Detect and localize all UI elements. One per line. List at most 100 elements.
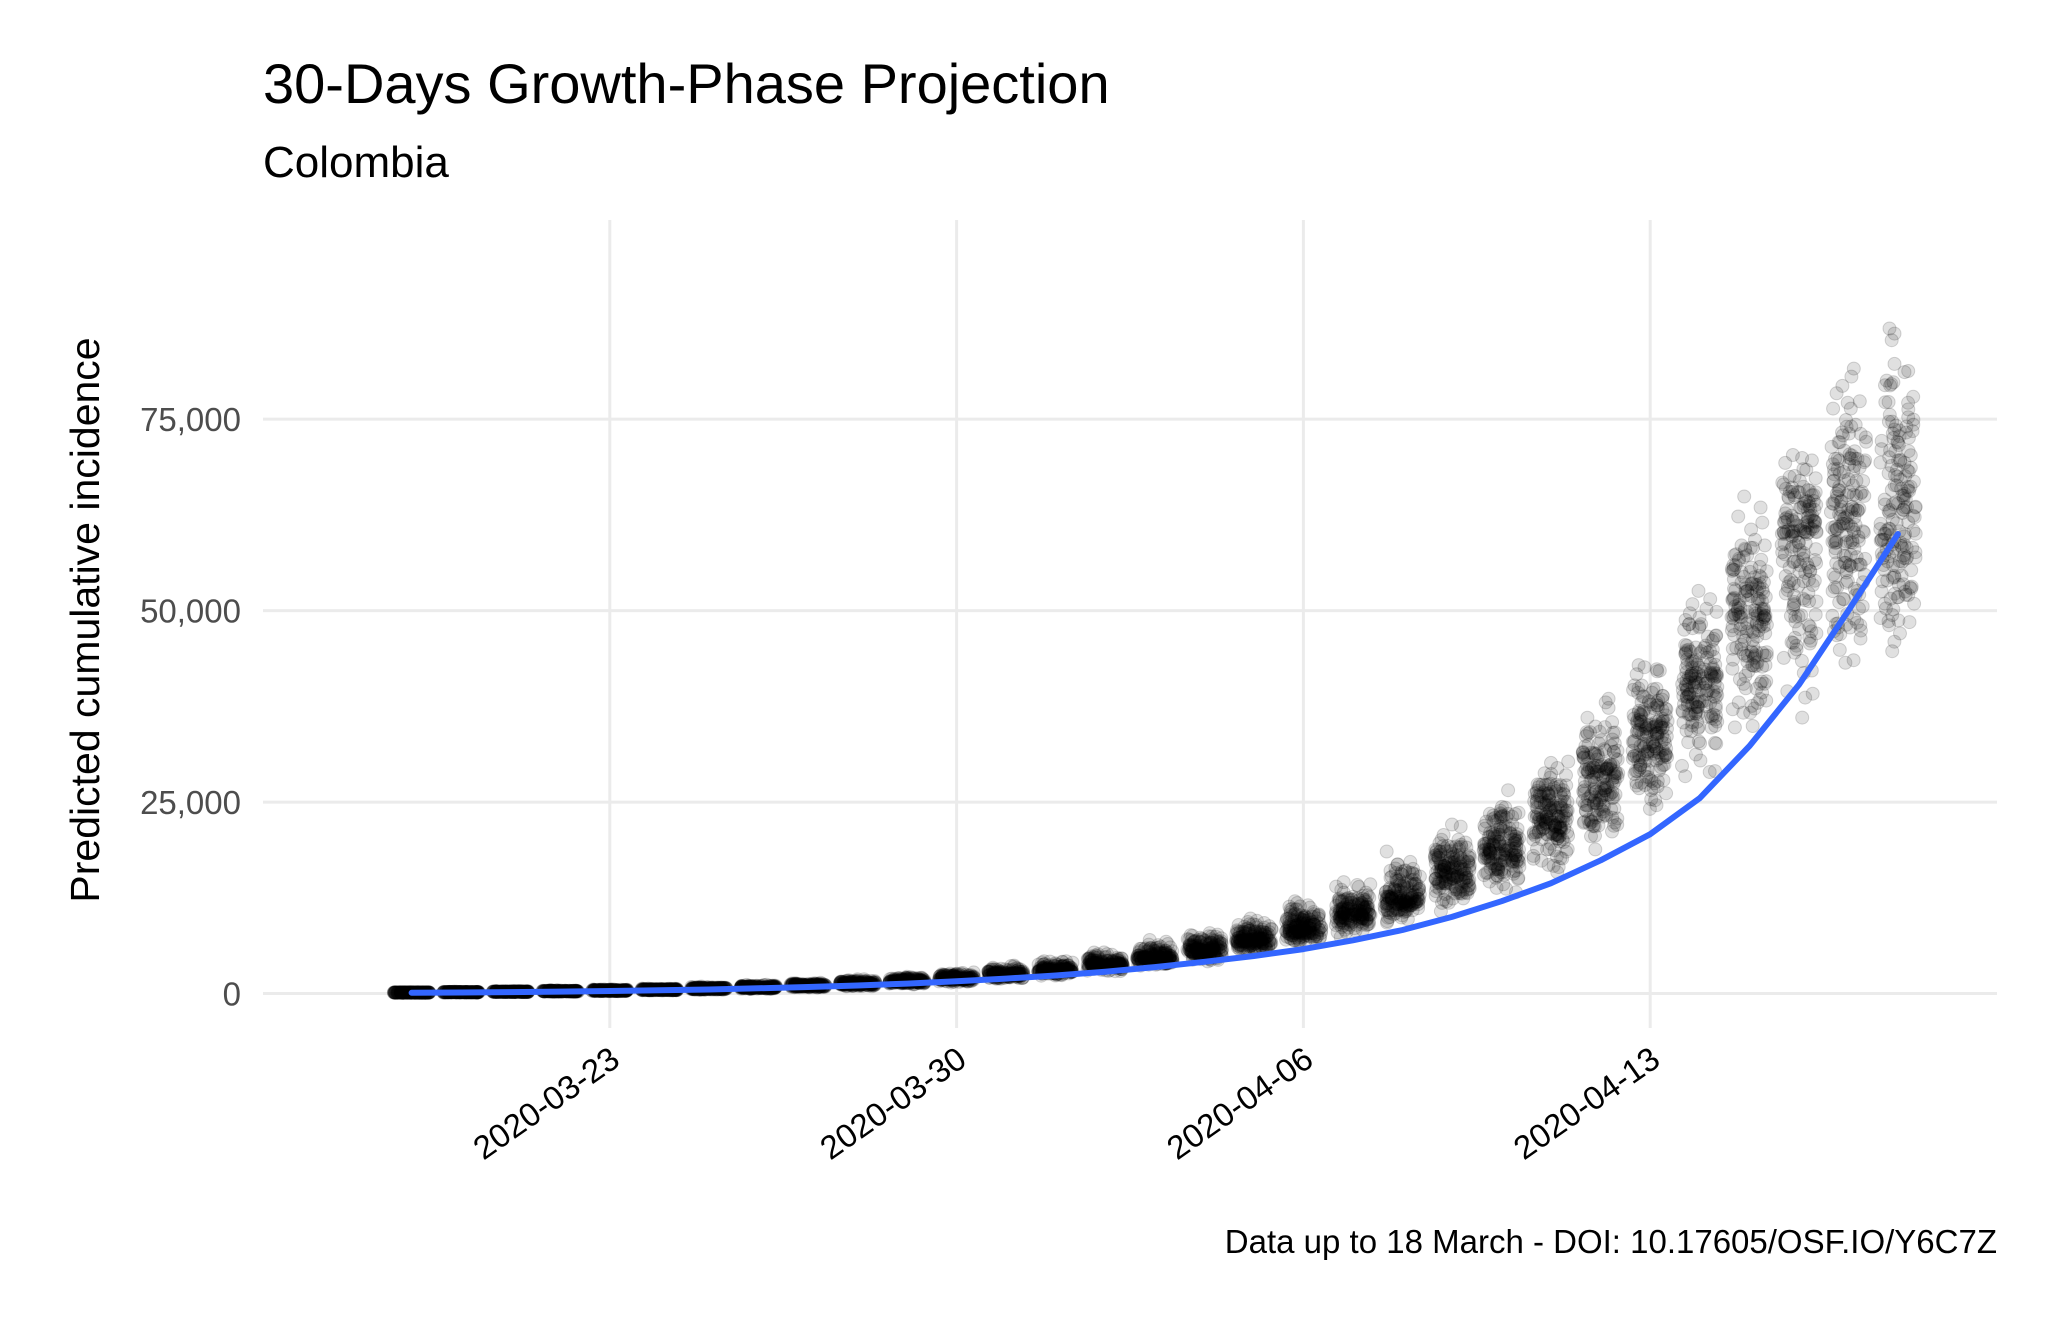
data-point (1603, 757, 1618, 772)
data-point (1752, 568, 1767, 583)
data-point (1759, 648, 1774, 663)
data-point (1757, 676, 1772, 691)
data-point (1678, 613, 1693, 627)
data-point (1494, 809, 1509, 824)
data-point (1285, 908, 1300, 923)
data-point (1532, 824, 1546, 839)
data-point (394, 985, 409, 1000)
data-point (1164, 948, 1179, 963)
data-point (1634, 775, 1649, 790)
data-point (1702, 765, 1717, 779)
data-point (1787, 597, 1802, 611)
data-point (1550, 831, 1565, 846)
data-point (1737, 489, 1752, 504)
data-point (1684, 656, 1699, 671)
data-point (1483, 825, 1498, 840)
data-point (1795, 710, 1810, 725)
data-point (1746, 658, 1761, 673)
data-point (1750, 629, 1765, 644)
data-point (1808, 607, 1823, 622)
data-point (390, 985, 405, 1000)
data-point (1699, 601, 1714, 616)
data-point (393, 985, 408, 1000)
data-point (1731, 509, 1746, 524)
data-point (1809, 556, 1824, 571)
data-point (1510, 833, 1525, 848)
data-point (1195, 932, 1210, 947)
data-point (1775, 475, 1790, 490)
data-point (388, 985, 403, 1000)
data-point (1606, 777, 1621, 792)
data-point (1789, 642, 1804, 657)
data-point (387, 985, 402, 1000)
data-point (1490, 869, 1505, 884)
data-point (1688, 640, 1703, 655)
data-point (1780, 579, 1795, 594)
data-point (1200, 945, 1215, 960)
data-point (1734, 637, 1749, 652)
data-point (1403, 876, 1418, 891)
data-point (1445, 817, 1459, 832)
data-point (1709, 736, 1724, 751)
data-point (1642, 753, 1657, 768)
data-point (1263, 933, 1278, 948)
data-point (394, 985, 409, 1000)
data-point (1805, 508, 1820, 523)
data-point (392, 985, 407, 1000)
data-point (1543, 770, 1558, 785)
data-point (1441, 895, 1456, 910)
data-point (1730, 604, 1745, 618)
data-point (1808, 542, 1823, 557)
data-point (1832, 642, 1847, 657)
data-point (1332, 910, 1347, 925)
data-point (1629, 667, 1644, 682)
data-point (387, 985, 402, 1000)
data-point (1703, 695, 1718, 710)
data-point (1082, 957, 1097, 972)
data-point (1802, 594, 1817, 609)
data-point (394, 985, 408, 1000)
data-point (1688, 747, 1703, 762)
data-point (1732, 672, 1747, 687)
data-point (1392, 896, 1407, 911)
data-point (1631, 716, 1645, 731)
data-point (386, 985, 401, 1000)
data-point (1694, 617, 1709, 632)
data-point (388, 985, 403, 1000)
data-point (1675, 758, 1689, 773)
data-point (1639, 736, 1654, 751)
data-point (1786, 514, 1801, 529)
data-point (1339, 925, 1354, 940)
data-point (1428, 852, 1443, 867)
data-point (1627, 748, 1642, 763)
data-point (1498, 850, 1513, 865)
data-point (1755, 515, 1770, 530)
data-point (1745, 719, 1760, 733)
data-point (395, 985, 410, 1000)
data-point (1430, 875, 1445, 890)
data-point (389, 985, 404, 1000)
data-point (1487, 838, 1501, 853)
data-point (1757, 538, 1772, 553)
data-point (394, 985, 409, 1000)
data-point (389, 985, 404, 1000)
data-point (1691, 583, 1706, 598)
data-point (1605, 810, 1620, 825)
data-point (1778, 455, 1793, 470)
data-point (1650, 698, 1665, 713)
data-point (1700, 650, 1715, 665)
data-point (1681, 735, 1696, 750)
data-point (1752, 591, 1767, 606)
data-point (1211, 943, 1226, 958)
data-point (1529, 785, 1544, 800)
data-point (1588, 719, 1603, 734)
data-point (1644, 792, 1659, 807)
data-point (1653, 720, 1668, 735)
chart-subtitle: Colombia (263, 138, 449, 187)
data-point (1798, 690, 1813, 705)
data-point (390, 985, 405, 1000)
data-point (1301, 898, 1315, 913)
data-point (393, 985, 408, 1000)
data-point (1683, 686, 1698, 701)
